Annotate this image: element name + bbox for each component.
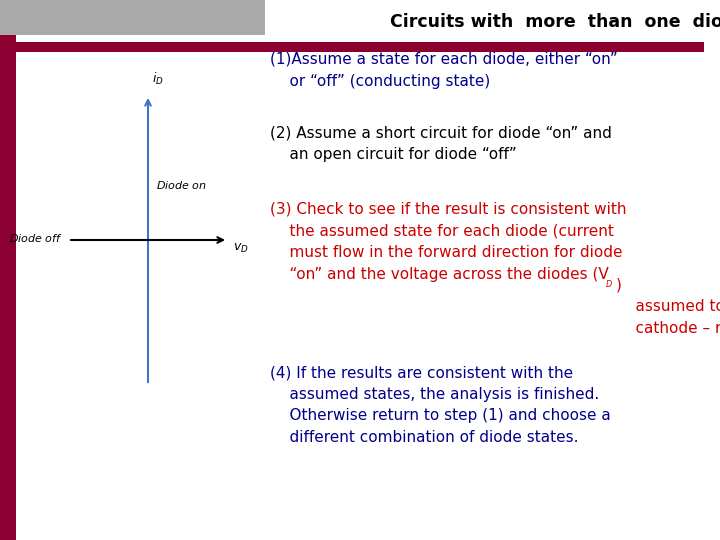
Text: $_D$: $_D$	[605, 279, 613, 292]
Text: (2) Assume a short circuit for diode “on” and
    an open circuit for diode “off: (2) Assume a short circuit for diode “on…	[270, 125, 612, 161]
Text: Circuits with  more  than  one  diode: Circuits with more than one diode	[390, 13, 720, 31]
Text: )
    assumed to be “off” must be positive at the
    cathode – reverse bias): ) assumed to be “off” must be positive a…	[616, 277, 720, 335]
Text: (1)Assume a state for each diode, either “on”
    or “off” (conducting state): (1)Assume a state for each diode, either…	[270, 52, 618, 89]
Bar	[0, 0, 16, 540]
Text: $i_D$: $i_D$	[152, 71, 163, 87]
Text: Diode $on$: Diode $on$	[156, 179, 207, 191]
Bar	[0, 0, 265, 35]
Text: Diode $off$: Diode $off$	[9, 232, 63, 244]
Text: (4) If the results are consistent with the
    assumed states, the analysis is f: (4) If the results are consistent with t…	[270, 365, 611, 445]
Bar	[16, 42, 704, 52]
Text: (3) Check to see if the result is consistent with
    the assumed state for each: (3) Check to see if the result is consis…	[270, 202, 626, 282]
Text: $v_D$: $v_D$	[233, 242, 248, 255]
